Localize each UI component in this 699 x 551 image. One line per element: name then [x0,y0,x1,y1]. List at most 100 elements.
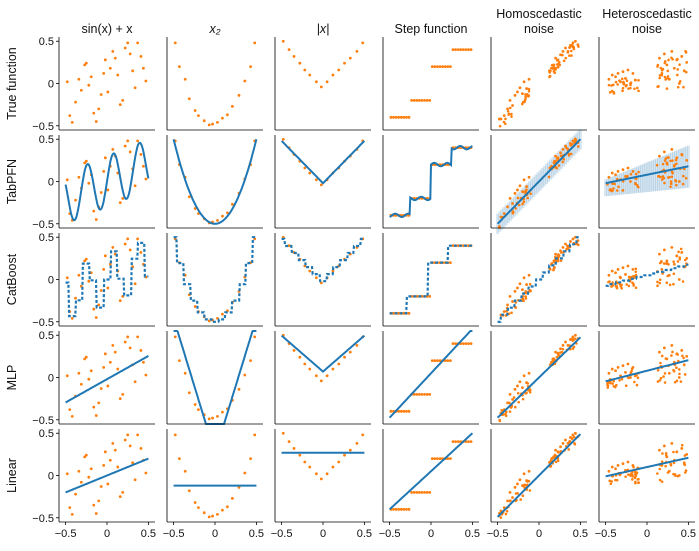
train-point [670,441,674,445]
train-point [402,115,406,119]
x-tick-label: 0.5 [465,528,480,540]
train-point [557,354,560,357]
train-point [308,73,312,77]
train-point [522,80,526,84]
train-point [637,78,640,82]
uncertainty-band [631,168,635,194]
train-point [509,499,512,502]
train-point [527,175,531,179]
train-point [121,99,125,102]
train-point [108,458,112,462]
train-point [670,175,674,179]
train-point [630,367,634,371]
train-point [144,79,148,83]
column-title-hetero: noise [632,22,662,36]
train-point [253,335,257,339]
train-point [607,77,611,81]
train-point [187,489,191,493]
x-tick-label: 0.5 [141,528,156,540]
train-point [564,46,567,50]
x-tick-label: 0 [212,528,218,540]
train-point [511,300,514,303]
column-title-quad: x₂ [208,22,220,36]
train-point [102,169,106,173]
train-point [554,56,557,60]
train-point [683,462,686,466]
train-point [438,457,442,460]
train-point [670,343,674,347]
train-point [111,245,115,249]
train-point [607,371,611,375]
uncertainty-band [661,155,665,191]
train-point [517,400,520,404]
train-point [319,183,323,187]
train-point [561,49,565,53]
train-point [126,433,130,437]
train-point [511,496,514,499]
train-point [517,203,521,207]
train-point [569,49,573,53]
train-point [678,372,681,376]
train-point [548,75,551,79]
train-point [620,377,624,381]
train-point [673,380,677,384]
panel-tabpfn-hetero [598,135,695,229]
train-point [614,75,617,79]
train-point [77,371,81,375]
train-point [79,88,83,92]
train-point [610,465,614,469]
train-point [547,175,551,179]
train-point [680,443,684,447]
train-point [634,267,638,271]
train-point [612,187,615,190]
train-point [237,485,241,489]
train-point [287,244,291,248]
column-title-homo: noise [524,22,554,36]
train-point [142,164,145,168]
train-point [667,58,670,62]
train-point [671,159,674,162]
train-point [106,384,110,388]
train-point [216,120,219,124]
train-point [187,391,191,395]
train-point [621,266,625,270]
train-point [331,269,335,273]
train-point [287,440,291,444]
train-point [123,242,127,246]
train-point [634,480,637,484]
train-point [629,172,633,176]
train-point [624,371,627,374]
train-point [561,347,565,351]
train-point [99,289,103,292]
train-point [139,447,143,450]
panel-true-homo [490,37,587,131]
train-point [111,441,115,445]
train-point [77,273,81,277]
train-point [675,379,679,383]
train-point [314,374,318,378]
y-tick-label: 0.5 [39,134,54,146]
uncertainty-band [646,162,650,192]
train-point [625,283,629,286]
panel-linear-quad: −0.5 0 0.5 [163,429,264,540]
train-point [627,275,631,279]
uncertainty-band [604,179,608,197]
train-point [111,49,115,53]
train-point [527,273,531,277]
train-point [197,114,200,118]
train-point [607,280,610,284]
train-point [97,107,101,111]
train-point [226,505,229,509]
train-point [314,80,318,84]
train-point [665,262,668,265]
train-point [571,237,575,241]
panel-true-quad [166,37,263,131]
train-point [672,262,676,266]
train-point [451,342,455,346]
panel-true-hetero [598,37,695,131]
train-point [616,169,620,173]
train-point [504,414,508,418]
train-point [683,258,687,262]
train-point [616,267,620,271]
train-point [197,506,200,510]
